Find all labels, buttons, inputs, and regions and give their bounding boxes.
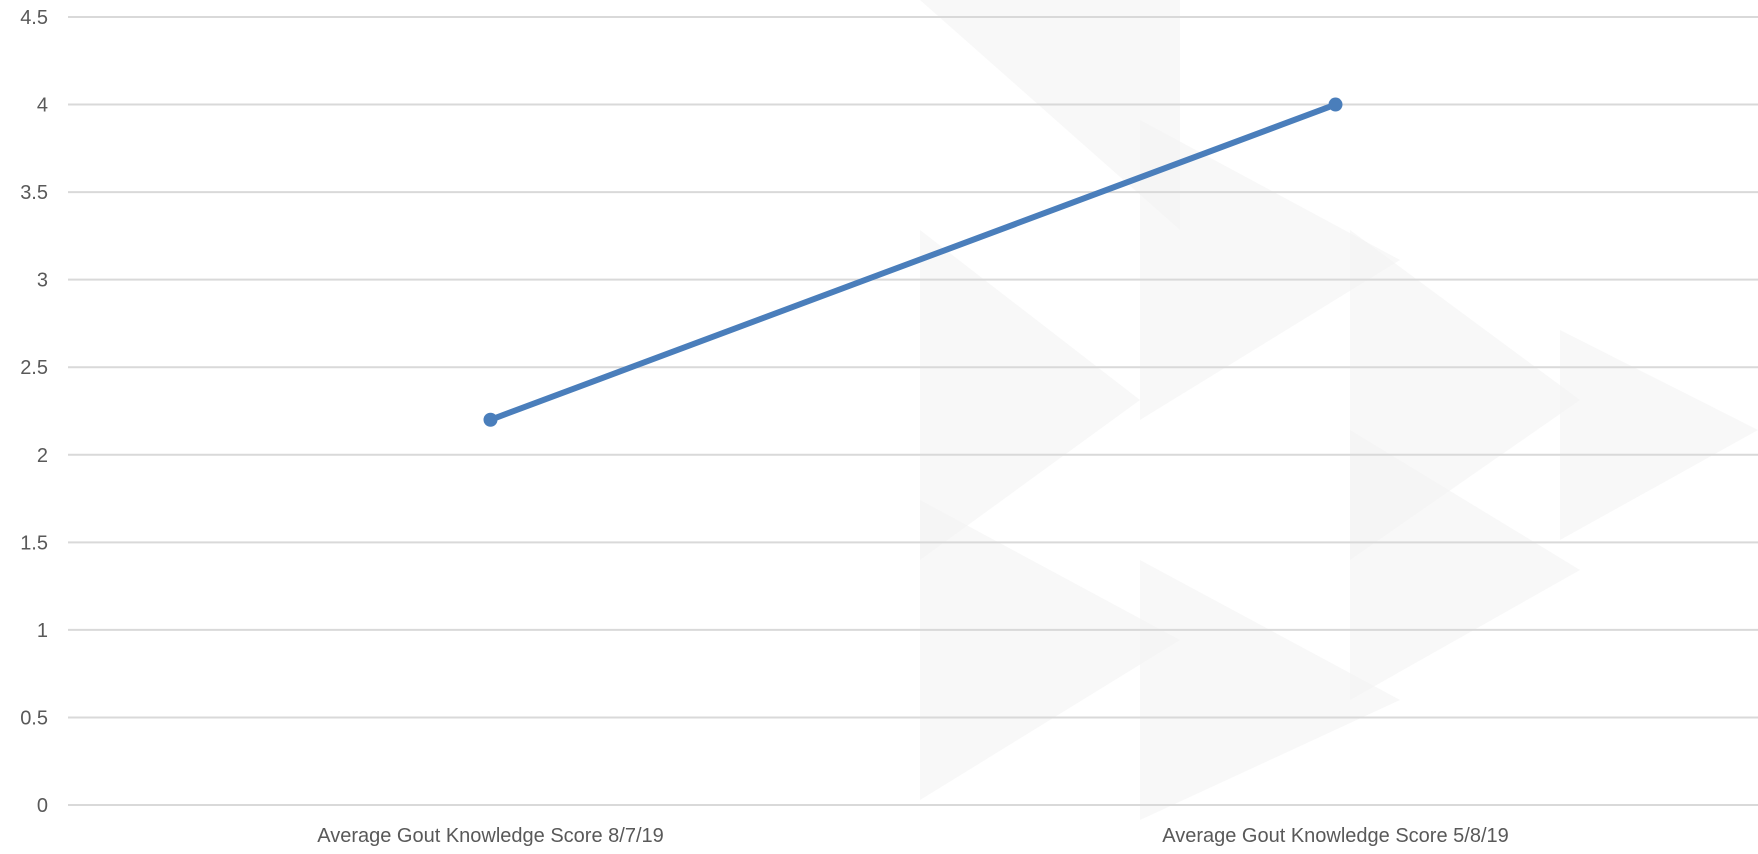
y-axis-tick-labels: 0 0.5 1 1.5 2 2.5 3 3.5 4 4.5 bbox=[20, 7, 48, 817]
data-point bbox=[483, 412, 498, 427]
y-tick-label: 2.5 bbox=[20, 357, 48, 379]
y-tick-label: 3.5 bbox=[20, 182, 48, 204]
y-tick-label: 1.5 bbox=[20, 532, 48, 554]
watermark-shape bbox=[1560, 330, 1758, 540]
background-watermark bbox=[920, 0, 1758, 820]
series-line bbox=[487, 101, 1339, 423]
watermark-shape bbox=[920, 500, 1180, 800]
data-point bbox=[1328, 97, 1343, 112]
watermark-shape bbox=[1350, 430, 1580, 700]
y-tick-label: 4 bbox=[37, 95, 48, 117]
x-tick-label: Average Gout Knowledge Score 5/8/19 bbox=[1162, 825, 1509, 847]
y-tick-label: 1 bbox=[37, 620, 48, 642]
watermark-shape bbox=[920, 0, 1180, 230]
watermark-shape bbox=[1140, 560, 1400, 820]
watermark-shape bbox=[920, 230, 1140, 560]
y-tick-label: 0.5 bbox=[20, 707, 48, 729]
series-lines bbox=[487, 101, 1339, 423]
watermark-shape bbox=[1140, 120, 1400, 420]
series-points bbox=[483, 97, 1343, 427]
y-tick-label: 4.5 bbox=[20, 7, 48, 29]
y-tick-label: 3 bbox=[37, 270, 48, 292]
y-tick-label: 0 bbox=[37, 795, 48, 817]
x-tick-label: Average Gout Knowledge Score 8/7/19 bbox=[317, 825, 664, 847]
x-axis-tick-labels: Average Gout Knowledge Score 8/7/19 Avera… bbox=[317, 825, 1509, 847]
gridlines bbox=[68, 16, 1758, 806]
y-tick-label: 2 bbox=[37, 445, 48, 467]
